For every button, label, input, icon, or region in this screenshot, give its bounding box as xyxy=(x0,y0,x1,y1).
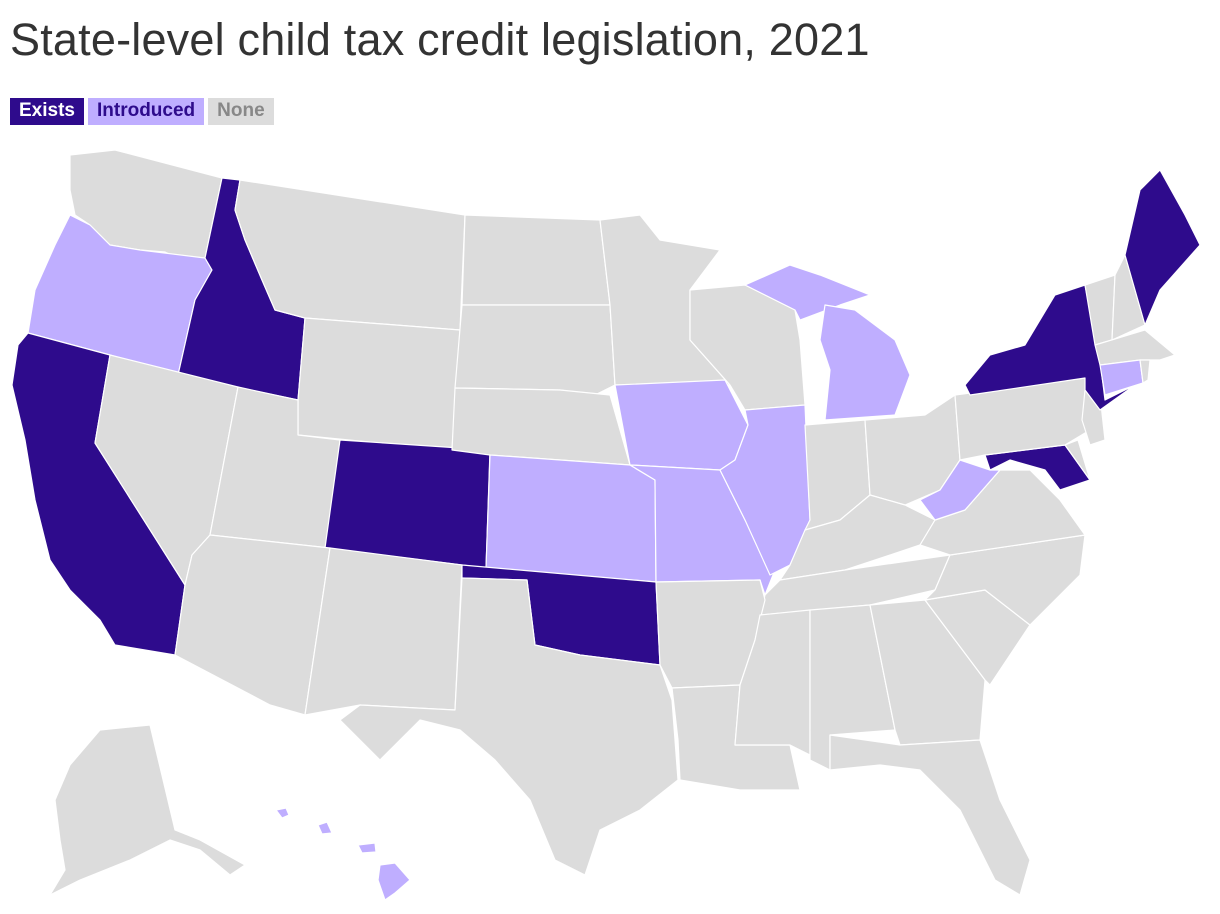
state-delaware xyxy=(1064,439,1091,481)
state-alaska xyxy=(49,724,246,896)
state-hawaii-oahu xyxy=(317,821,333,835)
state-rhode-island xyxy=(1139,359,1151,384)
state-west-virginia xyxy=(919,459,1001,521)
state-new-mexico xyxy=(304,547,463,716)
state-north-dakota xyxy=(461,214,611,306)
state-connecticut xyxy=(1099,359,1144,396)
legend-introduced: Introduced xyxy=(87,98,205,125)
legend-exists: Exists xyxy=(10,98,84,125)
chart-title: State-level child tax credit legislation… xyxy=(10,14,870,65)
state-wyoming xyxy=(297,317,461,451)
state-hawaii-maui xyxy=(357,842,377,854)
state-south-dakota xyxy=(454,304,616,396)
state-kansas xyxy=(485,454,657,583)
state-michigan-lower xyxy=(819,304,911,421)
state-hawaii-big-island xyxy=(377,862,411,901)
state-texas xyxy=(339,577,679,876)
legend-none: None xyxy=(208,98,274,125)
state-colorado xyxy=(324,439,491,569)
state-arizona xyxy=(174,534,331,716)
state-maine xyxy=(1124,169,1201,326)
state-hawaii-kauai xyxy=(275,807,290,819)
legend: Exists Introduced None xyxy=(10,98,274,125)
state-new-york xyxy=(964,284,1136,411)
state-michigan-upper xyxy=(744,264,871,321)
state-nebraska xyxy=(451,387,631,466)
state-iowa xyxy=(614,379,749,471)
state-florida xyxy=(829,734,1031,896)
